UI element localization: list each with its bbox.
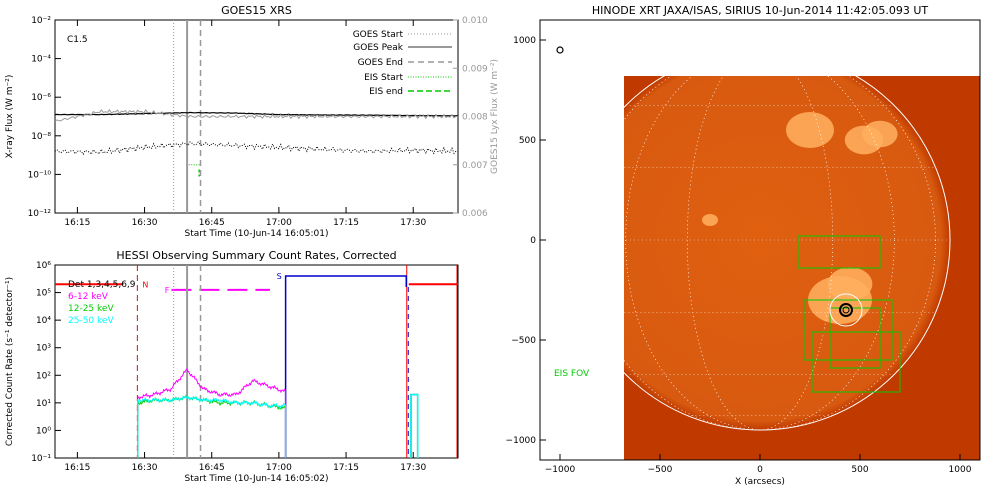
xrt-x-tick-label: −1000 — [545, 465, 576, 475]
goes-x-tick-label: 17:30 — [400, 218, 426, 228]
goes-title: GOES15 XRS — [221, 4, 292, 17]
hessi-blip-line — [410, 393, 419, 458]
xrt-y-tick-label: −1000 — [506, 436, 537, 446]
xrt-image — [624, 76, 980, 460]
saa-label: S — [277, 272, 282, 281]
hessi-series-line — [137, 368, 287, 459]
hessi-x-tick-label: 17:30 — [400, 463, 426, 473]
hessi-x-tick-label: 16:15 — [64, 463, 90, 473]
hessi-title: HESSI Observing Summary Count Rates, Cor… — [116, 249, 396, 262]
hessi-legend-label: 25-50 keV — [68, 316, 114, 326]
eis-fov-label: EIS FOV — [554, 369, 590, 379]
xrt-x-tick-label: 1000 — [949, 465, 972, 475]
hessi-y-tick-label: 10³ — [36, 344, 51, 354]
hessi-panel: HESSI Observing Summary Count Rates, Cor… — [5, 249, 459, 484]
hessi-series-line — [137, 394, 287, 459]
goes-ylabel: X-ray Flux (W m⁻²) — [5, 75, 15, 159]
goes-x-tick-label: 16:45 — [199, 218, 225, 228]
hessi-y-tick-label: 10⁶ — [36, 261, 51, 271]
goes-y-tick-label: 10⁻² — [31, 16, 51, 26]
hessi-y-tick-label: 10⁻¹ — [31, 454, 51, 464]
limb-circle — [624, 76, 951, 431]
eis-fov-box — [829, 307, 881, 369]
goes-y2-tick-label: 0.006 — [462, 209, 488, 219]
goes-y-tick-label: 10⁻⁴ — [31, 55, 51, 65]
hessi-y-tick-label: 10² — [36, 371, 51, 381]
hessi-x-tick-label: 16:30 — [132, 463, 158, 473]
xrt-x-tick-label: 0 — [757, 465, 763, 475]
goes-panel: GOES15 XRS 16:15 16:30 16:45 17:00 17:15 17:30… — [5, 4, 500, 239]
xrt-y-tick-label: 0 — [530, 236, 536, 246]
flare-flag-label: F — [165, 286, 170, 295]
goes-y-tick-label: 10⁻⁶ — [31, 93, 51, 103]
xrt-x-tick-label: 500 — [851, 465, 868, 475]
goes-y2-tick-label: 0.009 — [462, 64, 488, 74]
eis-fov-box — [811, 331, 901, 393]
xrt-panel: HINODE XRT JAXA/ISAS, SIRIUS 10-Jun-2014… — [506, 4, 981, 487]
hessi-x-tick-label: 17:00 — [266, 463, 292, 473]
goes-legend-label: GOES Start — [353, 30, 404, 40]
hessi-ylabel: Corrected Count Rate (s⁻¹ detector⁻¹) — [5, 277, 15, 446]
origin-marker — [556, 46, 564, 54]
active-region — [786, 112, 834, 148]
goes-y2-tick-label: 0.008 — [462, 113, 488, 123]
saa-line — [284, 275, 408, 458]
hessi-blip-line — [410, 393, 419, 458]
goes-xlabel: Start Time (10-Jun-14 16:05:01) — [185, 229, 329, 239]
hessi-x-tick-label: 17:15 — [333, 463, 359, 473]
hessi-axes-box — [54, 264, 459, 459]
goes-y2-tick-label: 0.010 — [462, 16, 488, 26]
active-region — [702, 214, 718, 226]
night-label: N — [142, 280, 148, 289]
goes-x-tick-label: 17:15 — [333, 218, 359, 228]
goes-y-tick-label: 10⁻⁸ — [31, 132, 51, 142]
xrt-title: HINODE XRT JAXA/ISAS, SIRIUS 10-Jun-2014… — [592, 4, 929, 17]
goes-short-channel-line — [54, 141, 459, 156]
eis-fov-box — [797, 235, 881, 269]
hessi-y-tick-label: 10¹ — [36, 399, 51, 409]
eis-fov-box — [803, 299, 893, 361]
hessi-blip-line — [410, 393, 419, 458]
goes-lya-line — [54, 109, 459, 122]
xrt-x-tick-label: −500 — [648, 465, 673, 475]
goes-legend-label: EIS end — [369, 87, 403, 97]
goes-legend-label: GOES End — [358, 58, 403, 68]
goes-y2label: GOES15 Lyx Flux (W m⁻²) — [490, 59, 500, 174]
flare-contour — [839, 303, 853, 317]
xrt-y-tick-label: 1000 — [513, 36, 536, 46]
hessi-y-tick-label: 10⁵ — [36, 289, 51, 299]
goes-legend-label: EIS Start — [364, 73, 403, 83]
hessi-legend-label: 6-12 keV — [68, 292, 109, 302]
hessi-y-tick-label: 10⁴ — [36, 316, 51, 326]
hessi-xlabel: Start Time (10-Jun-14 16:05:02) — [185, 474, 329, 484]
goes-legend-label: GOES Peak — [353, 43, 403, 53]
hessi-x-tick-label: 16:45 — [199, 463, 225, 473]
goes-y-tick-label: 10⁻¹² — [28, 209, 52, 219]
goes-x-tick-label: 17:00 — [266, 218, 292, 228]
flare-circle — [829, 293, 863, 327]
active-region — [827, 267, 873, 301]
xrt-y-tick-label: 500 — [519, 136, 536, 146]
hessi-legend-label: 12-25 keV — [68, 304, 114, 314]
longitude-line — [624, 76, 936, 431]
flare-contour — [842, 306, 850, 314]
xrt-xlabel: X (arcsecs) — [735, 477, 785, 487]
solar-disk — [624, 76, 950, 430]
hessi-legend-label: Det 1,3,4,5,6,9 — [68, 280, 136, 290]
hessi-y-tick-label: 10⁰ — [36, 426, 51, 436]
goes-class-label: C1.5 — [67, 35, 88, 45]
goes-x-tick-label: 16:30 — [132, 218, 158, 228]
xrt-y-tick-label: −500 — [511, 336, 536, 346]
hessi-series-line — [137, 394, 287, 459]
active-region — [862, 120, 898, 148]
goes-x-tick-label: 16:15 — [64, 218, 90, 228]
goes-y-tick-label: 10⁻¹⁰ — [28, 170, 52, 180]
goes-y2-tick-label: 0.007 — [462, 161, 488, 171]
